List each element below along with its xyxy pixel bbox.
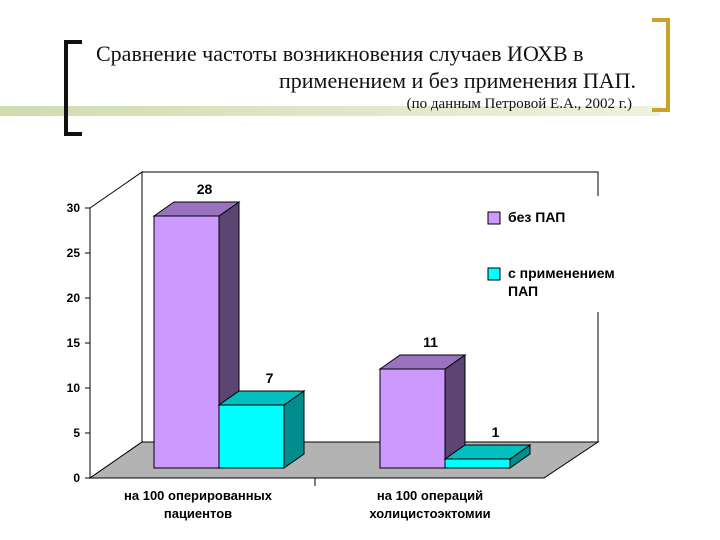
data-label: 11 [423,334,438,350]
data-label: 28 [197,181,213,197]
legend-box [476,196,664,312]
bar-front-face [444,458,511,469]
bar [378,354,467,469]
x-category-label: холицистоэктомии [369,506,490,521]
slide-title: Сравнение частоты возникновения случаев … [96,40,636,94]
side-wall [89,171,143,479]
right-bracket-decoration [652,18,670,112]
y-tick-label: 20 [67,291,81,305]
y-tick-label: 15 [67,336,81,350]
y-tick-label: 0 [73,471,80,485]
bar-front-face [218,404,285,469]
bar-front-face [153,215,220,469]
legend-label: ПАП [508,283,538,299]
y-tick-label: 30 [67,201,81,215]
x-category-label: на 100 операций [377,488,483,503]
data-label: 1 [492,424,500,440]
y-tick-label: 25 [67,246,81,260]
x-category-label: на 100 оперированных [124,488,273,503]
y-tick-label: 10 [67,381,81,395]
slide-title-line1: Сравнение частоты возникновения случаев … [96,41,584,66]
legend-label: без ПАП [508,209,565,225]
x-category-label: пациентов [164,506,232,521]
left-bracket-decoration [64,40,82,136]
bar [217,390,306,469]
bar-front-face [379,368,446,469]
title-accent-line [0,106,660,116]
slide-subtitle: (по данным Петровой Е.А., 2002 г.) [406,96,632,112]
legend-swatch [487,211,501,225]
bar [443,444,532,469]
legend-swatch [487,267,501,281]
slide-title-line2: применением и без применения ПАП. [278,68,636,93]
legend-label: с применением [508,265,615,281]
y-tick-label: 5 [73,426,80,440]
data-label: 7 [266,370,274,386]
